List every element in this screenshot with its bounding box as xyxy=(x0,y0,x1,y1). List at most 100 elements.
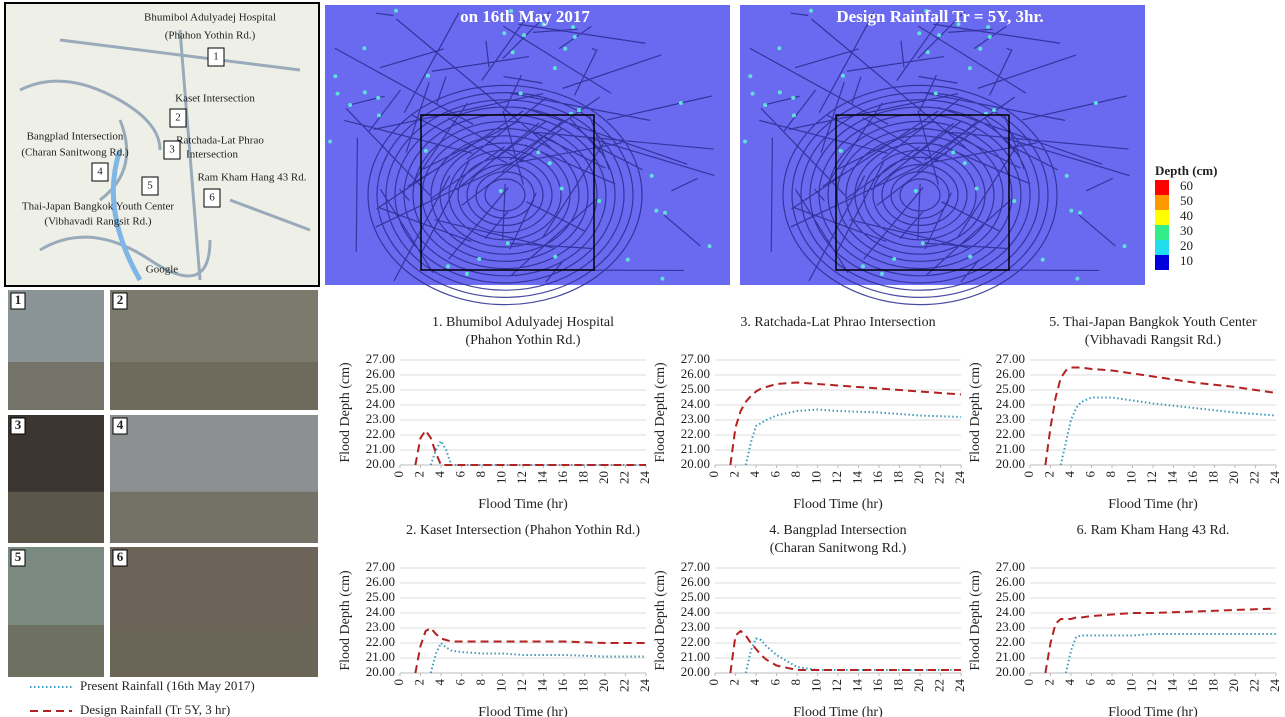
x-tick-label: 8 xyxy=(788,471,803,478)
y-tick-label: 24.00 xyxy=(681,604,710,619)
x-tick-label: 20 xyxy=(911,679,926,692)
flood-spot xyxy=(1040,257,1045,262)
x-tick-label: 16 xyxy=(870,471,885,485)
flood-spot xyxy=(992,108,997,113)
flood-spot xyxy=(328,139,333,144)
series-line xyxy=(1059,396,1277,466)
x-tick-label: 0 xyxy=(1021,679,1036,686)
x-tick-label: 4 xyxy=(1062,679,1077,686)
x-tick-label: 24 xyxy=(952,471,967,485)
flood-spot xyxy=(962,161,967,166)
x-tick-label: 20 xyxy=(1226,471,1241,484)
flood-spot xyxy=(861,264,866,269)
x-tick-label: 6 xyxy=(452,679,467,686)
x-tick-label: 18 xyxy=(575,471,590,484)
flood-spot xyxy=(571,24,576,29)
flood-spot xyxy=(654,208,659,213)
flood-spot xyxy=(933,91,938,96)
x-tick-label: 0 xyxy=(706,471,721,478)
x-tick-label: 12 xyxy=(514,679,529,692)
map-marker xyxy=(141,176,159,196)
flood-spot xyxy=(477,257,482,262)
y-tick-label: 27.00 xyxy=(996,559,1025,574)
map-label: (Phahon Yothin Rd.) xyxy=(165,30,256,42)
chart-title: 1. Bhumibol Adulyadej Hospital xyxy=(432,315,614,330)
y-tick-label: 20.00 xyxy=(366,456,395,471)
map-river xyxy=(110,149,143,282)
y-tick-label: 24.00 xyxy=(366,396,395,411)
flood-spot xyxy=(625,257,630,262)
flood-map-title: Design Rainfall Tr = 5Y, 3hr. xyxy=(836,7,1043,26)
map-label: (Vibhavadi Rangsit Rd.) xyxy=(44,216,152,228)
x-tick-label: 12 xyxy=(829,679,844,692)
flood-spot xyxy=(743,139,748,144)
x-tick-label: 2 xyxy=(411,679,426,686)
x-tick-label: 12 xyxy=(514,471,529,484)
x-tick-label: 24 xyxy=(637,679,652,693)
chart-title: (Phahon Yothin Rd.) xyxy=(465,333,580,348)
flood-spot xyxy=(1075,276,1080,281)
flood-spot xyxy=(394,8,399,13)
flood-spot xyxy=(1069,208,1074,213)
flood-spot xyxy=(986,24,991,29)
map-marker-number: 6 xyxy=(209,192,215,204)
depth-tick-label: 60 xyxy=(1180,178,1193,193)
x-tick-label: 24 xyxy=(1267,471,1282,485)
map-marker xyxy=(203,188,221,208)
y-tick-label: 27.00 xyxy=(681,351,710,366)
flood-spot xyxy=(925,50,930,55)
photo-water xyxy=(110,491,318,543)
x-tick-label: 24 xyxy=(1267,679,1282,693)
x-tick-label: 2 xyxy=(726,679,741,686)
y-tick-label: 21.00 xyxy=(996,441,1025,456)
location-map xyxy=(4,2,320,287)
flood-spot xyxy=(446,264,451,269)
map-label: Bangplad Intersection xyxy=(27,131,124,143)
x-tick-label: 8 xyxy=(1103,679,1118,686)
y-tick-label: 27.00 xyxy=(681,559,710,574)
y-tick-label: 22.00 xyxy=(366,634,395,649)
y-tick-label: 26.00 xyxy=(681,366,710,381)
x-tick-label: 20 xyxy=(911,471,926,484)
map-marker-number: 3 xyxy=(169,144,175,156)
photo-number: 4 xyxy=(117,417,124,432)
x-tick-label: 4 xyxy=(432,471,447,478)
x-tick-label: 4 xyxy=(747,679,762,686)
x-tick-label: 10 xyxy=(808,471,823,484)
flood-spot xyxy=(763,102,768,107)
x-tick-label: 8 xyxy=(473,679,488,686)
y-tick-label: 25.00 xyxy=(996,381,1025,396)
x-tick-label: 24 xyxy=(637,471,652,485)
y-tick-label: 21.00 xyxy=(366,441,395,456)
flood-spot xyxy=(974,186,979,191)
x-tick-label: 0 xyxy=(391,679,406,686)
photo-number: 3 xyxy=(15,417,22,432)
photo-number: 1 xyxy=(15,292,22,307)
chart-title: 2. Kaset Intersection (Phahon Yothin Rd.… xyxy=(406,523,640,538)
flood-spot xyxy=(777,46,782,51)
flood-spot xyxy=(552,66,557,71)
x-tick-label: 22 xyxy=(616,471,631,484)
depth-swatch xyxy=(1155,225,1169,240)
x-tick-label: 16 xyxy=(1185,471,1200,485)
map-label: (Charan Sanitwong Rd.) xyxy=(21,147,129,159)
map-marker xyxy=(169,108,187,128)
y-tick-label: 23.00 xyxy=(366,411,395,426)
series-line xyxy=(1044,366,1277,466)
y-tick-label: 23.00 xyxy=(681,619,710,634)
x-tick-label: 18 xyxy=(890,679,905,692)
flood-spot xyxy=(791,113,796,118)
x-tick-label: 22 xyxy=(931,679,946,692)
x-axis-title: Flood Time (hr) xyxy=(478,705,568,717)
flood-spot xyxy=(333,74,338,79)
chart-title: 3. Ratchada-Lat Phrao Intersection xyxy=(740,315,935,330)
map-label: Intersection xyxy=(186,149,238,161)
series-line xyxy=(729,381,962,466)
y-tick-label: 22.00 xyxy=(996,634,1025,649)
y-axis-title: Flood Depth (cm) xyxy=(338,570,353,671)
flood-spot xyxy=(362,46,367,51)
flood-spot xyxy=(649,173,654,178)
flood-map-roads xyxy=(334,11,715,306)
flood-spot xyxy=(376,113,381,118)
y-tick-label: 23.00 xyxy=(366,619,395,634)
